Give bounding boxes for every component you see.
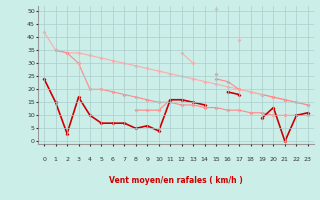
X-axis label: Vent moyen/en rafales ( km/h ): Vent moyen/en rafales ( km/h ): [109, 176, 243, 185]
